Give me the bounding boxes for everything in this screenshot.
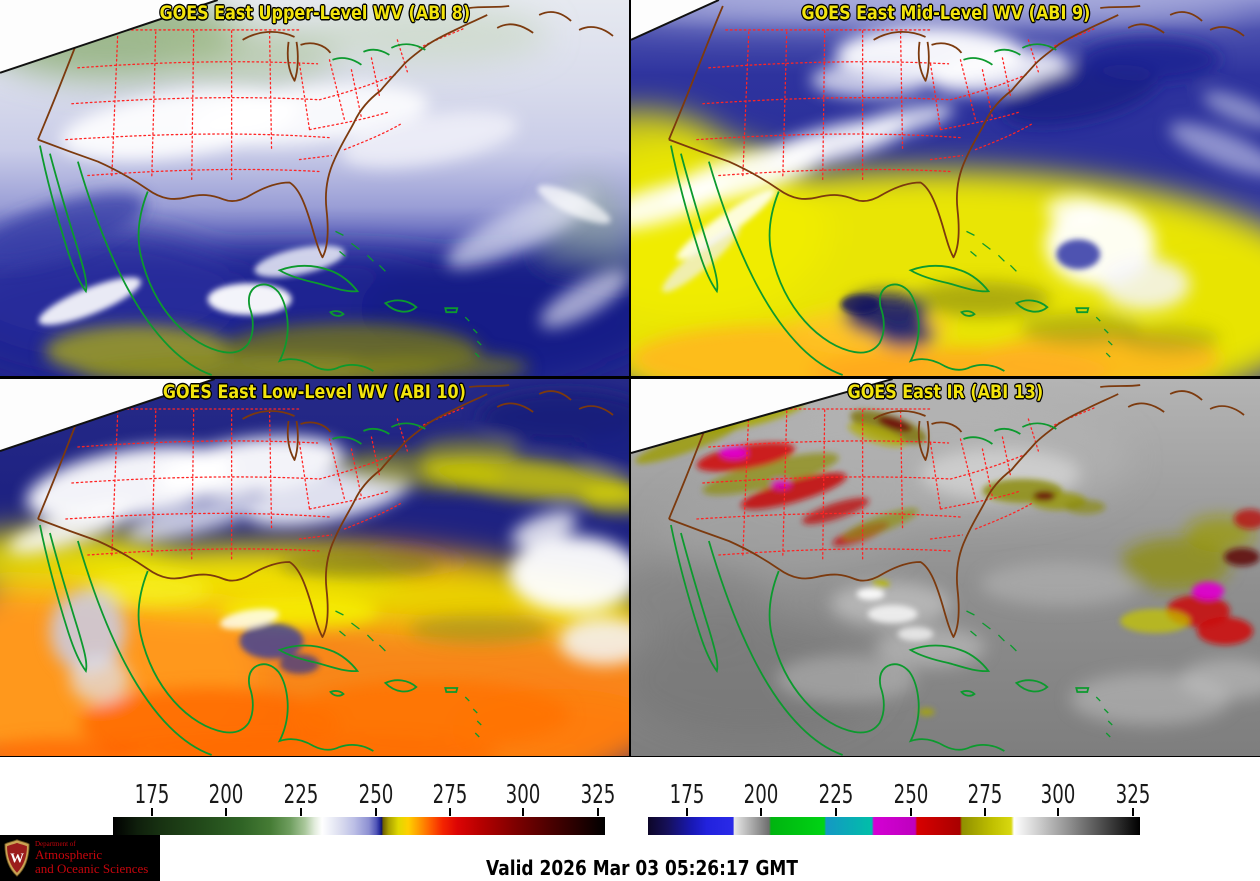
wv-tick-label: 275: [432, 780, 468, 810]
abi10-imagery: [0, 379, 629, 756]
svg-text:W: W: [10, 850, 24, 865]
wv-tick-mark: [299, 808, 302, 816]
panel-abi8: GOES East Upper-Level WV (ABI 8): [0, 0, 629, 376]
wv-tick-label: 175: [134, 780, 170, 810]
ir-colorbar: 175 200 225 250 275 300 325: [648, 780, 1150, 843]
wv-tick-label: 250: [358, 780, 394, 810]
wv-tick-label: 200: [208, 780, 244, 810]
ir-tick-label: 325: [1115, 780, 1150, 810]
wv-tick-mark: [150, 808, 153, 816]
abi8-imagery: [0, 0, 629, 376]
ir-tick-label: 300: [1040, 780, 1076, 810]
uw-crest-icon: W: [4, 839, 30, 877]
ir-tick-label: 200: [743, 780, 779, 810]
logo-line1: Atmospheric: [35, 847, 103, 863]
wv-colorbar-gradient: [113, 817, 605, 835]
ir-tick-label: 175: [669, 780, 705, 810]
earth-limb: [631, 0, 719, 40]
wv-tick-mark: [596, 808, 599, 816]
ir-tick-label: 250: [893, 780, 929, 810]
panel-grid: GOES East Upper-Level WV (ABI 8): [0, 0, 1260, 757]
abi9-imagery: [631, 0, 1260, 376]
panel-abi10: GOES East Low-Level WV (ABI 10): [0, 379, 629, 756]
wv-tick-label: 325: [580, 780, 615, 810]
wv-tick-mark: [225, 808, 228, 816]
ir-tick-mark: [834, 808, 837, 816]
footer: 175 200 225 250 275 300 325 175 200 225 …: [0, 757, 1260, 881]
ir-tick-mark: [1131, 808, 1134, 816]
ir-tick-mark: [760, 808, 763, 816]
logo-dept-label: Department of: [35, 840, 76, 849]
uw-aos-logo: W Department of Atmospheric and Oceanic …: [0, 835, 160, 881]
wv-colorbar: 175 200 225 250 275 300 325: [113, 780, 615, 843]
wv-tick-mark: [375, 808, 378, 816]
wv-tick-mark: [521, 808, 524, 816]
ir-tick-mark: [984, 808, 987, 816]
panel-abi13: GOES East IR (ABI 13): [631, 379, 1260, 756]
ir-tick-mark: [1056, 808, 1059, 816]
ir-tick-label: 275: [967, 780, 1003, 810]
valid-time-label: Valid 2026 Mar 03 05:26:17 GMT: [486, 856, 798, 880]
panel-abi9: GOES East Mid-Level WV (ABI 9): [631, 0, 1260, 376]
wv-tick-label: 225: [283, 780, 319, 810]
wv-tick-label: 300: [505, 780, 541, 810]
ir-tick-mark: [910, 808, 913, 816]
ir-tick-label: 225: [818, 780, 854, 810]
abi13-imagery: [631, 379, 1260, 756]
wv-tick-mark: [449, 808, 452, 816]
uw-aos-logo-text: Department of Atmospheric and Oceanic Sc…: [35, 841, 148, 875]
ir-tick-mark: [685, 808, 688, 816]
logo-line2: and Oceanic Sciences: [35, 860, 149, 876]
ir-colorbar-gradient: [648, 817, 1140, 835]
